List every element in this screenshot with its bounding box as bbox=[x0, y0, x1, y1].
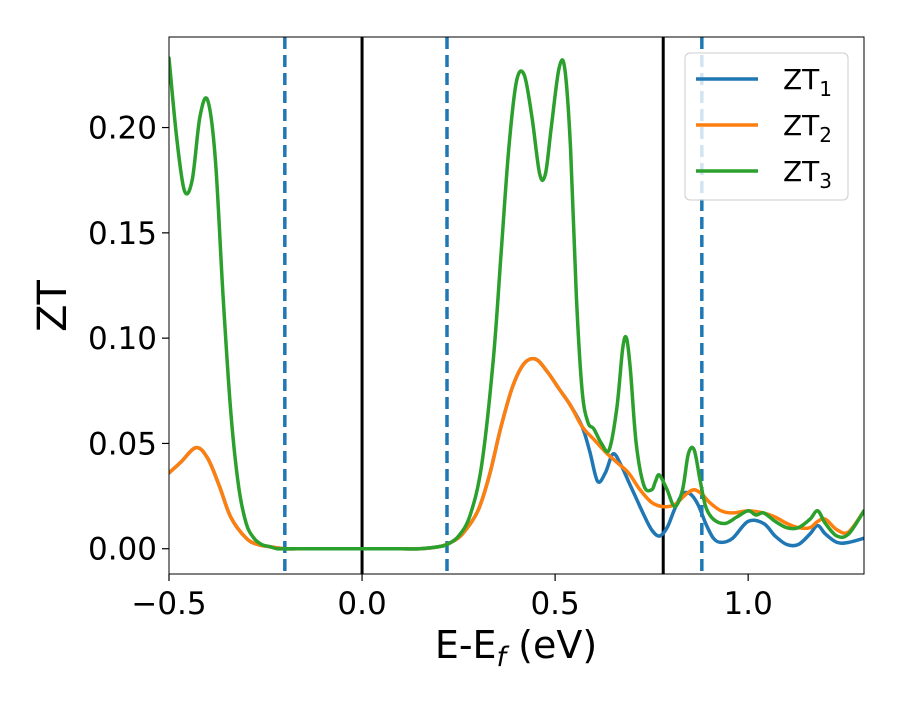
x-tick-label: 1.0 bbox=[724, 586, 773, 622]
y-tick-label: 0.15 bbox=[88, 216, 157, 252]
legend-label-zt3: ZT3 bbox=[783, 155, 832, 193]
legend-box bbox=[684, 52, 849, 201]
y-tick-label: 0.00 bbox=[88, 532, 157, 568]
x-tick-label: 0.0 bbox=[337, 586, 386, 622]
reference-lines bbox=[283, 37, 704, 574]
series-line-zt1 bbox=[169, 356, 864, 551]
series-lines bbox=[169, 56, 864, 551]
x-tick-label: −0.5 bbox=[131, 586, 206, 622]
x-axis: −0.5 0.0 0.5 1.0 bbox=[131, 574, 773, 622]
y-tick-label: 0.05 bbox=[88, 426, 157, 462]
x-axis-label: E-Ef (eV) bbox=[435, 623, 597, 673]
plot-frame bbox=[168, 36, 865, 575]
legend: ZT1 ZT2 ZT3 bbox=[684, 52, 849, 201]
y-tick-label: 0.20 bbox=[88, 111, 157, 147]
series-line-zt3 bbox=[169, 56, 864, 551]
legend-label-zt1: ZT1 bbox=[783, 63, 832, 101]
y-tick-label: 0.10 bbox=[88, 321, 157, 357]
legend-label-zt2: ZT2 bbox=[783, 109, 832, 147]
x-tick-label: 0.5 bbox=[530, 586, 579, 622]
y-axis-label: ZT bbox=[30, 280, 76, 332]
y-axis: 0.00 0.05 0.10 0.15 0.20 bbox=[88, 111, 169, 568]
